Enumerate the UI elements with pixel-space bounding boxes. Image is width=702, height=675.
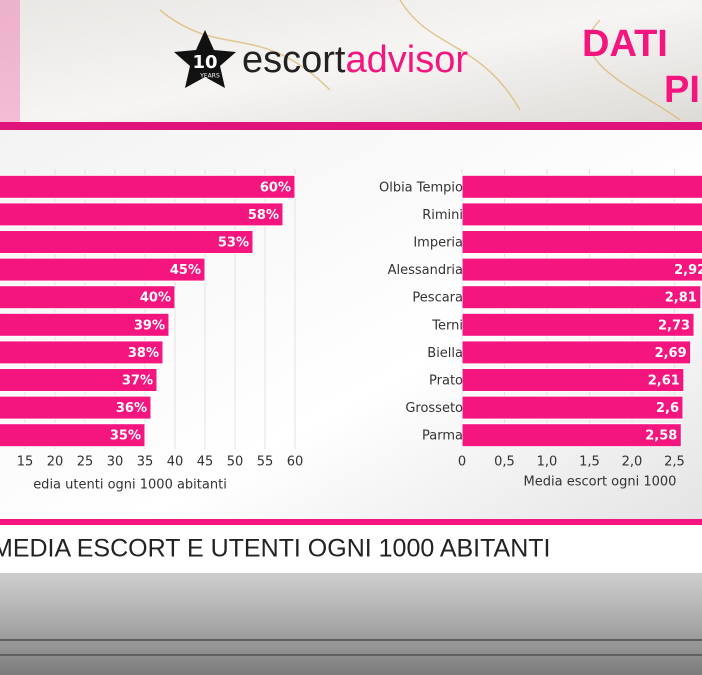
logo: escortadvisor [242,39,468,81]
x-tick-label: 25 [77,455,94,470]
bar [461,202,702,227]
x-tick-label: 0 [458,455,466,470]
value-label: 2,73 [658,318,690,333]
bar [0,423,146,448]
x-tick-label: 20 [47,455,64,470]
x-tick-label: 50 [227,455,244,470]
value-label: 2,69 [655,346,687,361]
bar [0,174,296,199]
value-label: 40% [140,291,171,306]
value-label: 60% [260,180,291,195]
value-label: 39% [134,318,165,333]
bar [461,257,702,282]
category-label: Grosseto [405,401,463,416]
bar [0,257,206,282]
bar [0,340,164,365]
bar [461,312,695,337]
x-tick-label: 60 [287,455,304,470]
bar [461,423,682,448]
bar [461,230,702,254]
category-label: Rimini [422,208,463,223]
x-tick-label: 35 [137,455,154,470]
badge-number: 10 [192,52,217,73]
value-label: 2,6 [656,401,679,416]
x-tick-label: 1,0 [537,455,558,470]
header-stripe [0,122,702,130]
category-label: Imperia [413,236,463,251]
value-label: 35% [110,429,141,444]
logo-escort: escort [242,39,346,81]
x-tick-label: 55 [257,455,274,470]
logo-advisor: advisor [345,39,468,81]
category-label: Parma [422,429,463,444]
bar [0,202,284,227]
value-label: 2,61 [648,374,680,389]
x-tick-label: 2,5 [664,455,685,470]
banner-stripe [0,519,702,525]
bar [461,174,702,199]
x-tick-label: 40 [167,455,184,470]
x-tick-label: 0,5 [494,455,515,470]
bar [0,312,170,337]
bar [0,368,158,392]
value-label: 45% [170,263,201,278]
x-tick-label: 2,0 [622,455,643,470]
value-label: 58% [248,208,279,223]
banner-bg [0,525,702,573]
category-label: Olbia Tempio [379,180,463,195]
badge-text: YEARS [199,73,220,80]
bar [461,285,702,310]
left-logo-fragment [0,0,20,130]
marble-vein [159,0,681,121]
value-label: 36% [116,401,147,416]
value-label: 37% [122,374,153,389]
x-axis-label: Media escort ogni 1000 [524,475,677,490]
x-tick-label: 45 [197,455,214,470]
category-label: Alessandria [388,263,463,278]
value-label: 53% [218,236,249,251]
x-tick-label: 30 [107,455,124,470]
header-bg [0,0,702,130]
title-line2: PI [664,69,700,111]
category-label: Pescara [412,291,463,306]
star-badge [174,30,236,88]
value-label: 2,92 [674,263,702,278]
category-label: Biella [427,346,463,361]
value-label: 38% [128,346,159,361]
value-label: 2,81 [665,291,697,306]
title-line1: DATI [582,23,668,65]
bar [0,230,254,254]
x-tick-label: 1,5 [579,455,600,470]
bar [461,368,685,392]
x-tick-label: 15 [17,455,34,470]
footer-bg [0,573,702,675]
bar [461,340,692,365]
bar [0,285,176,310]
banner-text: MEDIA ESCORT E UTENTI OGNI 1000 ABITANTI [0,535,550,563]
category-label: Prato [429,374,463,389]
x-axis-label: edia utenti ogni 1000 abitanti [33,478,227,493]
bar [0,395,152,420]
category-label: Terni [431,318,463,333]
value-label: 2,58 [645,429,677,444]
bar [461,395,684,420]
